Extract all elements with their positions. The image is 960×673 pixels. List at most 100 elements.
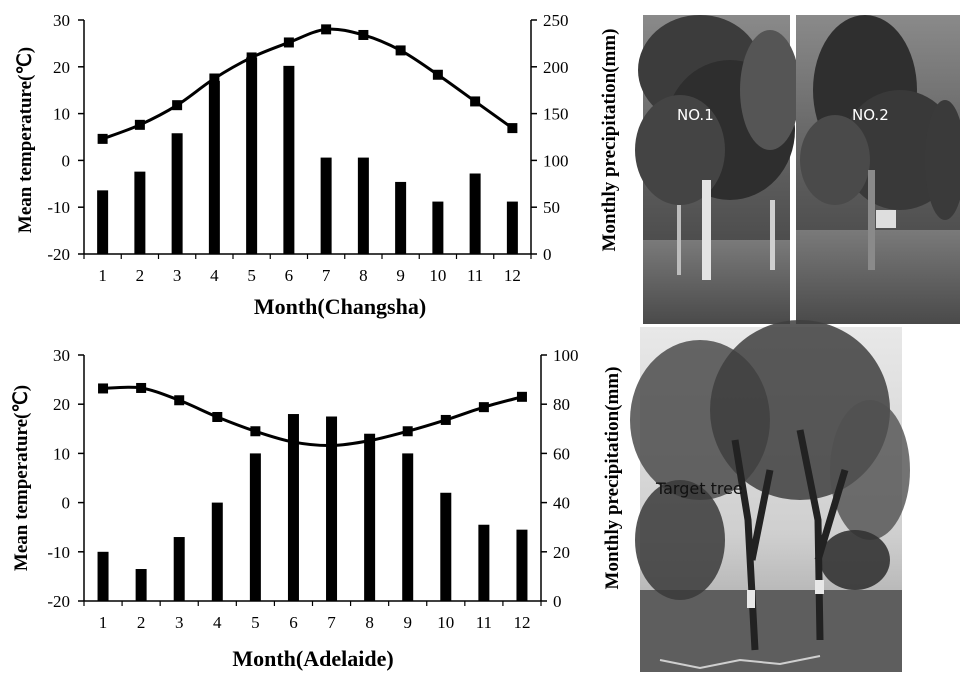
temperature-point (250, 426, 261, 437)
x-tick-label: 9 (396, 266, 405, 285)
x-axis-title: Month(Changsha) (254, 294, 426, 319)
left-axis-title: Mean temperature(℃) (11, 385, 32, 571)
temperature-point (209, 73, 220, 84)
precip-bar (135, 569, 147, 601)
x-axis-tick-labels: 1 2 3 4 5 6 7 8 9 10 11 12 (98, 266, 521, 285)
x-tick-label: 6 (289, 613, 298, 632)
temperature-point (97, 133, 108, 144)
photo-label-no2: NO.2 (852, 106, 889, 124)
x-tick-label: 10 (429, 266, 446, 285)
x-tick-label: 1 (99, 613, 108, 632)
left-tick-label: 10 (53, 105, 70, 124)
x-tick-label: 5 (247, 266, 256, 285)
temperature-point (174, 395, 185, 406)
temperature-point (358, 29, 369, 40)
left-tick-label: 0 (62, 151, 71, 170)
chart-axes (78, 19, 537, 259)
temperature-point (98, 383, 109, 394)
precip-bars (97, 57, 518, 254)
precip-bar (173, 537, 185, 601)
precip-bar (506, 201, 518, 254)
right-tick-label: 100 (543, 151, 569, 170)
left-tick-label: 20 (53, 58, 70, 77)
left-tick-label: 20 (53, 395, 70, 414)
precip-bar (246, 57, 258, 254)
precip-bar (402, 453, 414, 601)
precip-bar (320, 157, 332, 254)
right-axis-tick-labels: 250 200 150 100 50 0 (543, 11, 569, 264)
temperature-point (134, 119, 145, 130)
right-tick-label: 80 (553, 395, 570, 414)
x-tick-label: 1 (98, 266, 107, 285)
left-tick-label: 0 (62, 494, 71, 513)
left-tick-label: -10 (47, 198, 70, 217)
left-tick-label: -20 (47, 245, 70, 264)
x-tick-label: 11 (476, 613, 492, 632)
temperature-points (98, 382, 527, 451)
right-tick-label: 250 (543, 11, 569, 30)
precip-bar (432, 201, 444, 254)
precip-bar (326, 416, 338, 601)
temperature-point (516, 391, 527, 402)
precip-bar (440, 492, 452, 601)
left-axis-tick-labels: 30 20 10 0 -10 -20 (47, 346, 70, 611)
photo-label-target-tree: Target tree (655, 479, 743, 498)
precip-bar (134, 171, 146, 254)
x-tick-label: 11 (467, 266, 483, 285)
left-tick-label: 10 (53, 444, 70, 463)
left-tick-label: 30 (53, 346, 70, 365)
right-tick-label: 150 (543, 105, 569, 124)
precip-bar (364, 433, 376, 601)
left-tick-label: -10 (47, 543, 70, 562)
photo-changsha-tree-2: NO.2 (796, 15, 960, 324)
precip-bar (357, 157, 369, 254)
precip-bar (287, 414, 299, 601)
temperature-point (246, 52, 257, 63)
right-axis-tick-labels: 100 80 60 40 20 0 (553, 346, 579, 611)
precip-bar (395, 181, 407, 254)
x-tick-label: 4 (213, 613, 222, 632)
right-tick-label: 0 (543, 245, 552, 264)
temperature-point (507, 123, 518, 134)
x-tick-label: 3 (173, 266, 182, 285)
photo-label-no1: NO.1 (677, 106, 714, 124)
photo-adelaide-target-tree: Target tree (630, 320, 910, 672)
photo-changsha-tree-1: NO.1 (635, 15, 800, 324)
x-tick-label: 2 (137, 613, 146, 632)
x-tick-label: 2 (136, 266, 145, 285)
x-tick-label: 12 (504, 266, 521, 285)
precip-bar (211, 502, 223, 601)
right-tick-label: 20 (553, 543, 570, 562)
left-tick-label: 30 (53, 11, 70, 30)
x-tick-label: 9 (403, 613, 412, 632)
right-tick-label: 100 (553, 346, 579, 365)
temperature-point (395, 45, 406, 56)
temperature-point (136, 382, 147, 393)
left-axis-title: Mean temperature(℃) (15, 47, 36, 233)
x-tick-label: 12 (513, 613, 530, 632)
right-axis-title: Monthly precipitation(mm) (602, 367, 623, 590)
left-tick-label: -20 (47, 592, 70, 611)
precip-bar (171, 133, 183, 254)
right-tick-label: 60 (553, 444, 570, 463)
x-axis-title: Month(Adelaide) (232, 646, 393, 671)
temperature-point (402, 426, 413, 437)
temperature-point (440, 414, 451, 425)
temperature-point (288, 437, 299, 448)
temperature-line (102, 385, 523, 448)
x-axis-tick-labels: 1 2 3 4 5 6 7 8 9 10 11 12 (99, 613, 531, 632)
left-axis-tick-labels: 30 20 10 0 -10 -20 (47, 11, 70, 264)
x-tick-label: 7 (322, 266, 331, 285)
right-tick-label: 50 (543, 198, 560, 217)
temperature-point (364, 435, 375, 446)
precip-bar (97, 551, 109, 601)
x-tick-label: 5 (251, 613, 260, 632)
temperature-point (321, 24, 332, 35)
precip-bar (469, 173, 481, 254)
precip-bar (208, 80, 220, 254)
x-tick-label: 8 (365, 613, 374, 632)
precip-bar (97, 190, 109, 254)
x-tick-label: 6 (285, 266, 294, 285)
